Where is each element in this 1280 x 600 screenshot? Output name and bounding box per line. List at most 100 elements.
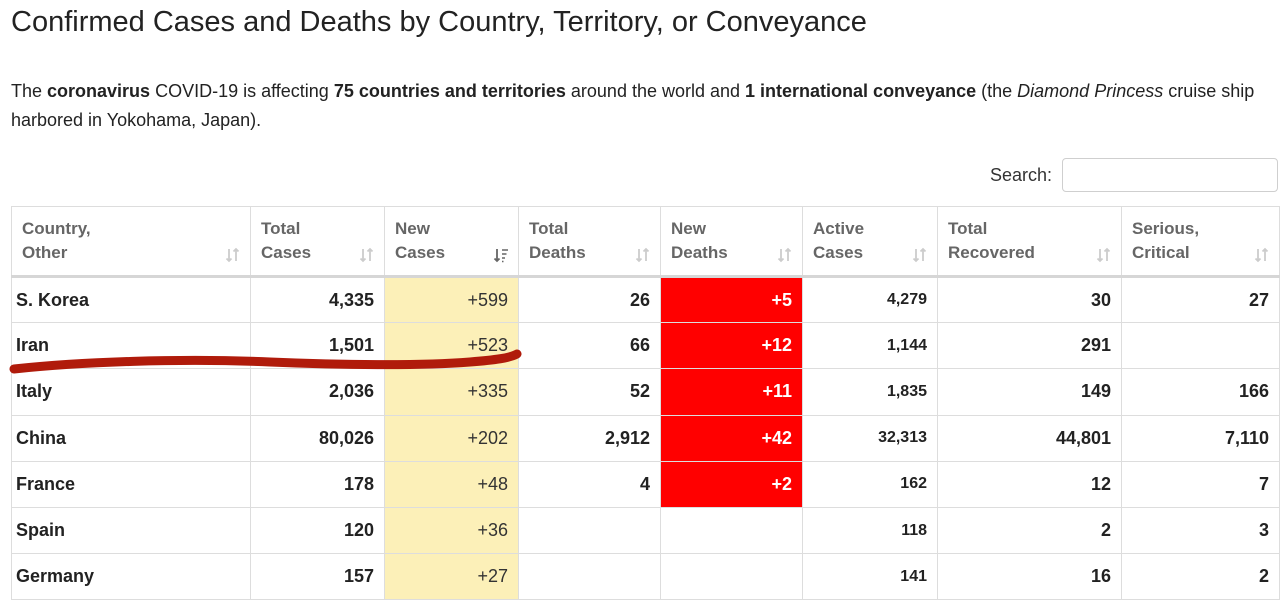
- total-recovered-cell: 44,801: [937, 414, 1122, 462]
- cases-table: Country, Other Total Cases New Cases Total Deat…: [11, 206, 1280, 600]
- total-cases-cell: 80,026: [250, 414, 385, 462]
- total-deaths-cell: [518, 553, 661, 600]
- active-cases-cell: 162: [802, 460, 938, 508]
- search-bar: Search:: [990, 158, 1278, 192]
- new-cases-cell: +202: [384, 414, 519, 462]
- total-deaths-cell: 4: [518, 460, 661, 508]
- column-header-label: Total: [948, 219, 988, 238]
- column-header-label: Serious,: [1132, 219, 1200, 238]
- new-deaths-cell: [660, 506, 803, 555]
- total-cases-cell: 4,335: [250, 275, 385, 324]
- total-deaths-cell: 52: [518, 368, 661, 416]
- new-cases-cell: +36: [384, 506, 519, 555]
- total-recovered-cell: 149: [937, 368, 1122, 416]
- new-deaths-cell: [660, 553, 803, 600]
- column-header-label: New: [395, 219, 430, 238]
- serious-critical-cell: 166: [1121, 368, 1280, 416]
- country-cell: S. Korea: [11, 275, 251, 324]
- column-header-total-deaths[interactable]: Total Deaths: [518, 206, 661, 278]
- country-cell: China: [11, 414, 251, 462]
- total-cases-cell: 1,501: [250, 322, 385, 370]
- column-header-label: Recovered: [948, 243, 1035, 262]
- page-title: Confirmed Cases and Deaths by Country, T…: [11, 6, 867, 38]
- total-recovered-cell: 16: [937, 553, 1122, 600]
- new-deaths-cell: +11: [660, 368, 803, 416]
- column-header-total-recovered[interactable]: Total Recovered: [937, 206, 1122, 278]
- table-row: Iran 1,501 +523 66 +12 1,144 291: [11, 322, 1280, 370]
- column-header-label: Active: [813, 219, 865, 238]
- column-header-label: Total: [529, 219, 569, 238]
- active-cases-cell: 4,279: [802, 275, 938, 324]
- column-header-label: Deaths: [671, 243, 728, 262]
- total-deaths-cell: 26: [518, 275, 661, 324]
- active-cases-cell: 1,144: [802, 322, 938, 370]
- table-row: Spain 120 +36 118 2 3: [11, 506, 1280, 555]
- country-cell: Spain: [11, 506, 251, 555]
- column-header-label: Total: [261, 219, 301, 238]
- total-deaths-cell: [518, 506, 661, 555]
- serious-critical-cell: 7: [1121, 460, 1280, 508]
- sort-icon[interactable]: [225, 247, 241, 263]
- country-cell: Germany: [11, 553, 251, 600]
- new-cases-cell: +27: [384, 553, 519, 600]
- table-header-row: Country, Other Total Cases New Cases Total Deat…: [11, 206, 1280, 278]
- serious-critical-cell: 27: [1121, 275, 1280, 324]
- table-body: S. Korea 4,335 +599 26 +5 4,279 30 27 Iran 1,501 +…: [11, 275, 1280, 600]
- intro-paragraph: The coronavirus COVID-19 is affecting 75…: [11, 81, 1255, 130]
- search-label: Search:: [989, 164, 1052, 185]
- column-header-label: Other: [22, 243, 68, 262]
- table-row: Germany 157 +27 141 16 2: [11, 553, 1280, 600]
- column-header-label: Cases: [395, 243, 446, 262]
- total-recovered-cell: 12: [937, 460, 1122, 508]
- new-cases-cell: +523: [384, 322, 519, 370]
- total-cases-cell: 120: [250, 506, 385, 555]
- total-cases-cell: 2,036: [250, 368, 385, 416]
- sort-desc-icon[interactable]: [493, 247, 509, 263]
- column-header-new-deaths[interactable]: New Deaths: [660, 206, 803, 278]
- column-header-active-cases[interactable]: Active Cases: [802, 206, 938, 278]
- total-recovered-cell: 291: [937, 322, 1122, 370]
- column-header-label: Country,: [22, 219, 91, 238]
- serious-critical-cell: 3: [1121, 506, 1280, 555]
- sort-icon[interactable]: [635, 247, 651, 263]
- sort-icon[interactable]: [359, 247, 375, 263]
- country-cell: France: [11, 460, 251, 508]
- sort-icon[interactable]: [912, 247, 928, 263]
- serious-critical-cell: 7,110: [1121, 414, 1280, 462]
- new-deaths-cell: +5: [660, 275, 803, 324]
- active-cases-cell: 141: [802, 553, 938, 600]
- total-recovered-cell: 2: [937, 506, 1122, 555]
- country-cell: Iran: [11, 322, 251, 370]
- column-header-label: Deaths: [529, 243, 586, 262]
- column-header-total-cases[interactable]: Total Cases: [250, 206, 385, 278]
- total-recovered-cell: 30: [937, 275, 1122, 324]
- new-cases-cell: +48: [384, 460, 519, 508]
- total-cases-cell: 157: [250, 553, 385, 600]
- column-header-new-cases[interactable]: New Cases: [384, 206, 519, 278]
- total-cases-cell: 178: [250, 460, 385, 508]
- column-header-label: Cases: [813, 243, 864, 262]
- table-row: Italy 2,036 +335 52 +11 1,835 149 166: [11, 368, 1280, 416]
- column-header-label: New: [671, 219, 706, 238]
- sort-icon[interactable]: [777, 247, 793, 263]
- column-header-label: Cases: [261, 243, 312, 262]
- sort-icon[interactable]: [1254, 247, 1270, 263]
- column-header-label: Critical: [1132, 243, 1190, 262]
- new-deaths-cell: +2: [660, 460, 803, 508]
- active-cases-cell: 118: [802, 506, 938, 555]
- table-row: S. Korea 4,335 +599 26 +5 4,279 30 27: [11, 275, 1280, 324]
- active-cases-cell: 1,835: [802, 368, 938, 416]
- table-row: France 178 +48 4 +2 162 12 7: [11, 460, 1280, 508]
- column-header-serious-critical[interactable]: Serious, Critical: [1121, 206, 1280, 278]
- serious-critical-cell: [1121, 322, 1280, 370]
- total-deaths-cell: 2,912: [518, 414, 661, 462]
- new-deaths-cell: +42: [660, 414, 803, 462]
- new-deaths-cell: +12: [660, 322, 803, 370]
- active-cases-cell: 32,313: [802, 414, 938, 462]
- column-header-country[interactable]: Country, Other: [11, 206, 251, 278]
- country-cell: Italy: [11, 368, 251, 416]
- sort-icon[interactable]: [1096, 247, 1112, 263]
- search-input[interactable]: [1062, 158, 1278, 192]
- serious-critical-cell: 2: [1121, 553, 1280, 600]
- new-cases-cell: +599: [384, 275, 519, 324]
